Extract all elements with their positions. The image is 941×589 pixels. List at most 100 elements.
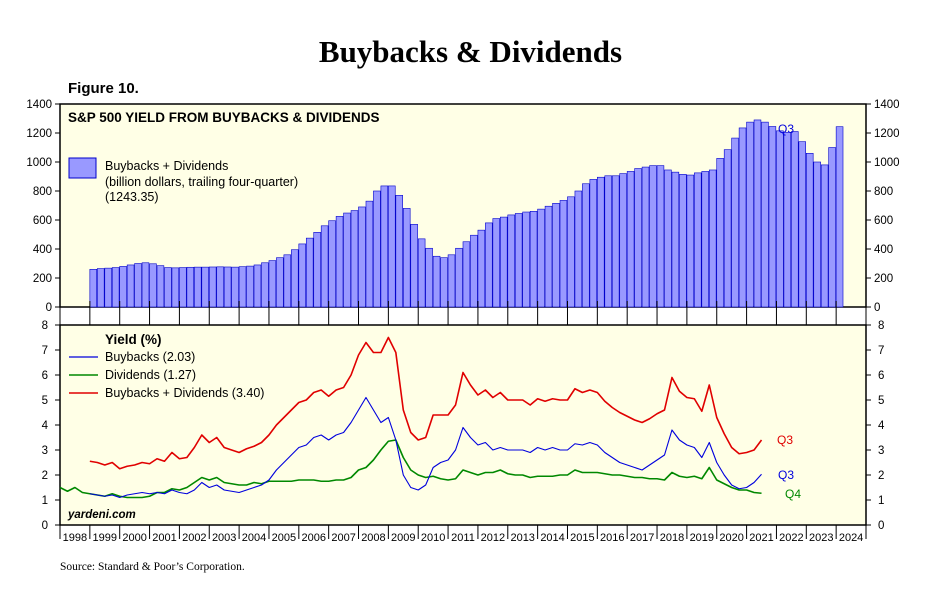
bar bbox=[335, 216, 344, 308]
bar bbox=[171, 267, 180, 308]
y-tick-label-right: 0 bbox=[874, 302, 880, 314]
bar bbox=[746, 121, 754, 308]
bar bbox=[179, 267, 187, 308]
x-tick-label: 2023 bbox=[809, 532, 833, 544]
chart-title: S&P 500 YIELD FROM BUYBACKS & DIVIDENDS bbox=[68, 110, 380, 125]
y-tick-label: 1200 bbox=[26, 128, 52, 140]
x-tick-label: 2002 bbox=[182, 532, 206, 544]
page-title: Buybacks & Dividends bbox=[318, 34, 623, 69]
yield-legend-title: Yield (%) bbox=[105, 332, 162, 347]
x-tick-label: 2015 bbox=[570, 532, 594, 544]
bar bbox=[626, 171, 635, 308]
bar bbox=[671, 171, 680, 308]
y-tick-label: 0 bbox=[46, 302, 52, 314]
y-tick-label-right: 1 bbox=[878, 495, 884, 507]
bar bbox=[388, 185, 396, 308]
bar bbox=[425, 247, 433, 308]
bar bbox=[343, 212, 351, 308]
bar bbox=[828, 147, 836, 308]
y-tick-label: 600 bbox=[33, 215, 52, 227]
watermark: yardeni.com bbox=[67, 509, 136, 521]
y-tick-label-right: 600 bbox=[874, 215, 893, 227]
source-note: Source: Standard & Poor’s Corporation. bbox=[60, 561, 245, 573]
x-tick-label: 2024 bbox=[839, 532, 863, 544]
x-tick-label: 2013 bbox=[510, 532, 534, 544]
y-tick-label-right: 200 bbox=[874, 273, 893, 285]
y-tick-label: 2 bbox=[42, 470, 48, 482]
bar bbox=[761, 121, 769, 308]
bar bbox=[89, 268, 98, 308]
legend-label-total: Buybacks + Dividends (3.40) bbox=[105, 386, 264, 400]
bar bbox=[223, 266, 232, 308]
bar bbox=[395, 195, 403, 308]
bar bbox=[201, 266, 209, 308]
legend-label-buybacks: Buybacks (2.03) bbox=[105, 350, 195, 364]
x-tick-label: 1998 bbox=[63, 532, 87, 544]
bar bbox=[156, 265, 165, 308]
bar bbox=[462, 241, 471, 308]
series-line-buybacks bbox=[89, 396, 762, 499]
x-tick-label: 2017 bbox=[630, 532, 654, 544]
bar bbox=[358, 206, 366, 308]
y-tick-label: 1 bbox=[42, 495, 48, 507]
x-tick-label: 2014 bbox=[540, 532, 564, 544]
y-tick-label-right: 1000 bbox=[874, 157, 900, 169]
bar bbox=[589, 179, 598, 308]
end-label-top: Q3 bbox=[778, 122, 794, 136]
bar bbox=[514, 213, 523, 308]
bar bbox=[716, 158, 724, 308]
x-tick-label: 2009 bbox=[391, 532, 415, 544]
bar bbox=[402, 208, 411, 308]
bar-series-buybacks-plus-dividends bbox=[89, 119, 844, 308]
y-tick-label: 8 bbox=[42, 320, 48, 332]
end-label-dividends: Q4 bbox=[785, 487, 801, 501]
bar bbox=[582, 183, 590, 308]
y-tick-label-right: 5 bbox=[878, 395, 884, 407]
x-tick-label: 2001 bbox=[152, 532, 176, 544]
bar bbox=[291, 249, 299, 308]
y-tick-label: 4 bbox=[42, 420, 49, 432]
bar bbox=[723, 149, 732, 308]
bar bbox=[701, 171, 709, 308]
figure-label: Figure 10. bbox=[68, 80, 139, 97]
bar bbox=[104, 267, 112, 308]
bar bbox=[216, 266, 224, 308]
bar bbox=[783, 131, 792, 308]
bar bbox=[522, 211, 530, 308]
bar bbox=[111, 267, 120, 308]
bar bbox=[283, 254, 292, 308]
bar bbox=[186, 266, 195, 308]
bar bbox=[253, 264, 262, 308]
x-tick-label: 2006 bbox=[301, 532, 325, 544]
x-tick-label: 2016 bbox=[600, 532, 624, 544]
y-tick-label-right: 3 bbox=[878, 445, 884, 457]
y-tick-label: 0 bbox=[42, 520, 48, 532]
bar bbox=[820, 164, 829, 308]
y-tick-label-right: 2 bbox=[878, 470, 884, 482]
bar bbox=[305, 237, 314, 308]
x-tick-label: 2012 bbox=[481, 532, 505, 544]
bar bbox=[634, 168, 642, 308]
bar bbox=[313, 232, 321, 308]
bar bbox=[679, 174, 687, 308]
x-tick-label: 2010 bbox=[421, 532, 445, 544]
end-label-buybacks: Q3 bbox=[778, 468, 794, 482]
bar bbox=[470, 234, 478, 308]
bar bbox=[574, 190, 583, 308]
legend-unit-bars: (billion dollars, trailing four-quarter) bbox=[105, 175, 298, 189]
bar bbox=[261, 262, 269, 308]
x-tick-label: 2020 bbox=[719, 532, 743, 544]
bar bbox=[753, 119, 762, 308]
y-tick-label: 400 bbox=[33, 244, 52, 256]
bar bbox=[544, 205, 553, 308]
x-tick-label: 2004 bbox=[242, 532, 266, 544]
bar bbox=[126, 264, 135, 308]
bar bbox=[768, 126, 777, 308]
bar bbox=[500, 216, 508, 308]
x-tick-label: 2000 bbox=[122, 532, 146, 544]
y-tick-label: 1400 bbox=[26, 99, 52, 111]
y-tick-label: 7 bbox=[42, 345, 48, 357]
bar bbox=[686, 174, 695, 308]
bar bbox=[798, 141, 806, 308]
x-tick-label: 1999 bbox=[93, 532, 117, 544]
